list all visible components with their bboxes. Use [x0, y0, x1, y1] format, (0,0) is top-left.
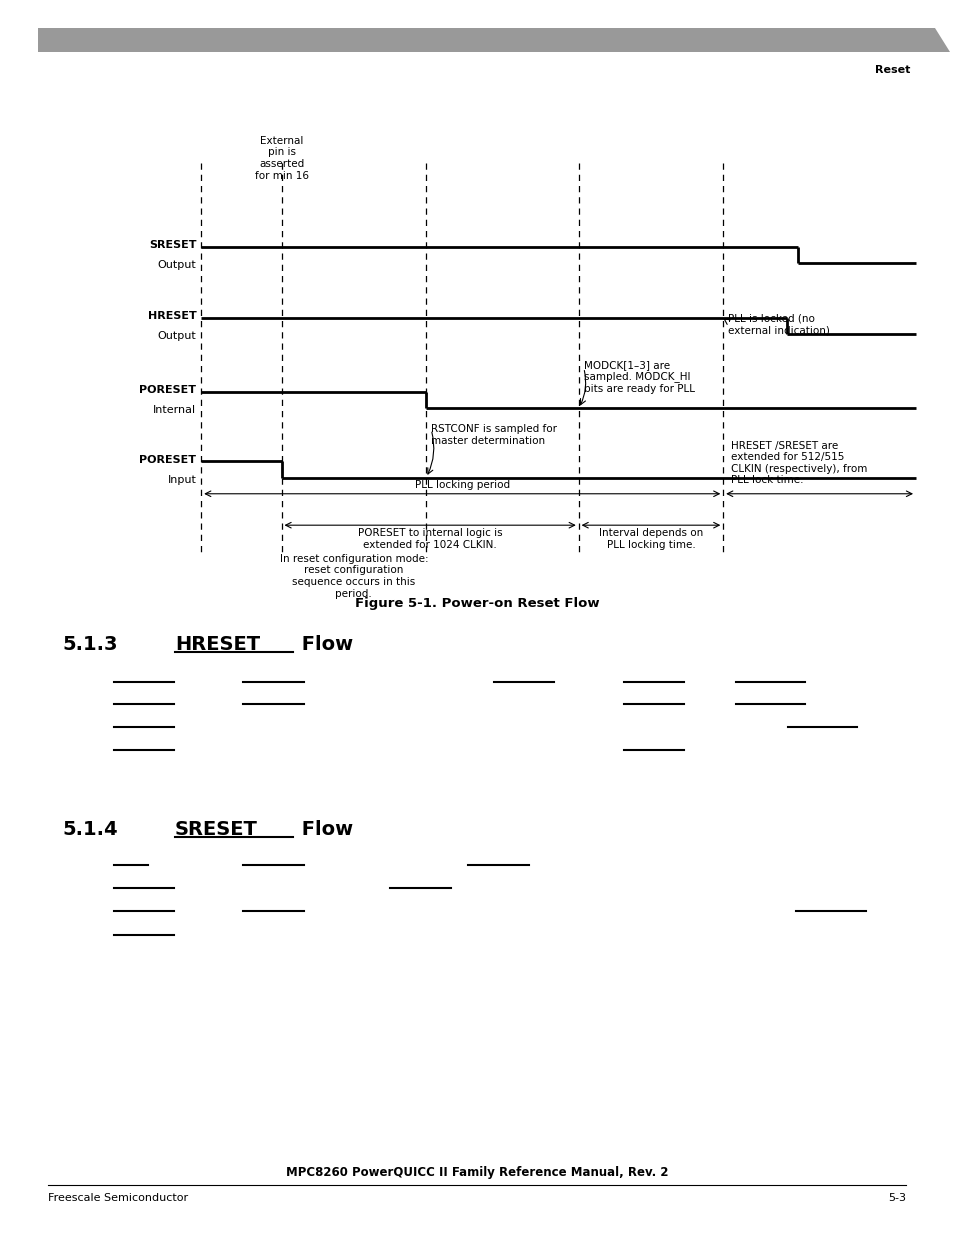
Text: Reset: Reset: [874, 65, 909, 75]
Text: 5.1.3: 5.1.3: [62, 635, 117, 655]
Text: Output: Output: [157, 331, 196, 341]
Text: 5.1.4: 5.1.4: [62, 820, 117, 839]
Text: SRESET: SRESET: [149, 240, 196, 249]
Text: RSTCONF is sampled for
master determination: RSTCONF is sampled for master determinat…: [431, 425, 557, 446]
Text: MODCK[1–3] are
sampled. MODCK_HI
bits are ready for PLL: MODCK[1–3] are sampled. MODCK_HI bits ar…: [583, 359, 694, 394]
Text: In reset configuration mode:
reset configuration
sequence occurs in this
period.: In reset configuration mode: reset confi…: [279, 553, 428, 599]
Text: HRESET: HRESET: [174, 635, 260, 655]
Text: HRESET /SRESET are
extended for 512/515
CLKIN (respectively), from
PLL lock time: HRESET /SRESET are extended for 512/515 …: [730, 441, 866, 485]
Text: Output: Output: [157, 259, 196, 269]
Text: Flow: Flow: [294, 635, 353, 655]
Text: PLL locking period: PLL locking period: [415, 479, 509, 490]
Text: SRESET: SRESET: [174, 820, 257, 839]
Text: HRESET: HRESET: [148, 311, 196, 321]
Polygon shape: [38, 28, 949, 52]
Text: MPC8260 PowerQUICC II Family Reference Manual, Rev. 2: MPC8260 PowerQUICC II Family Reference M…: [286, 1166, 667, 1179]
Text: PORESET: PORESET: [139, 385, 196, 395]
Text: Input: Input: [167, 474, 196, 484]
Text: PLL is locked (no
external indication): PLL is locked (no external indication): [727, 314, 829, 335]
Text: 5-3: 5-3: [887, 1193, 905, 1203]
Text: External
pin is
asserted
for min 16: External pin is asserted for min 16: [254, 136, 308, 180]
Text: Interval depends on
PLL locking time.: Interval depends on PLL locking time.: [598, 529, 702, 550]
Text: Figure 5-1. Power-on Reset Flow: Figure 5-1. Power-on Reset Flow: [355, 597, 598, 610]
Text: PORESET to internal logic is
extended for 1024 CLKIN.: PORESET to internal logic is extended fo…: [357, 529, 502, 550]
Text: Flow: Flow: [294, 820, 353, 839]
Text: PORESET: PORESET: [139, 454, 196, 464]
Text: Freescale Semiconductor: Freescale Semiconductor: [48, 1193, 188, 1203]
Text: Internal: Internal: [153, 405, 196, 415]
